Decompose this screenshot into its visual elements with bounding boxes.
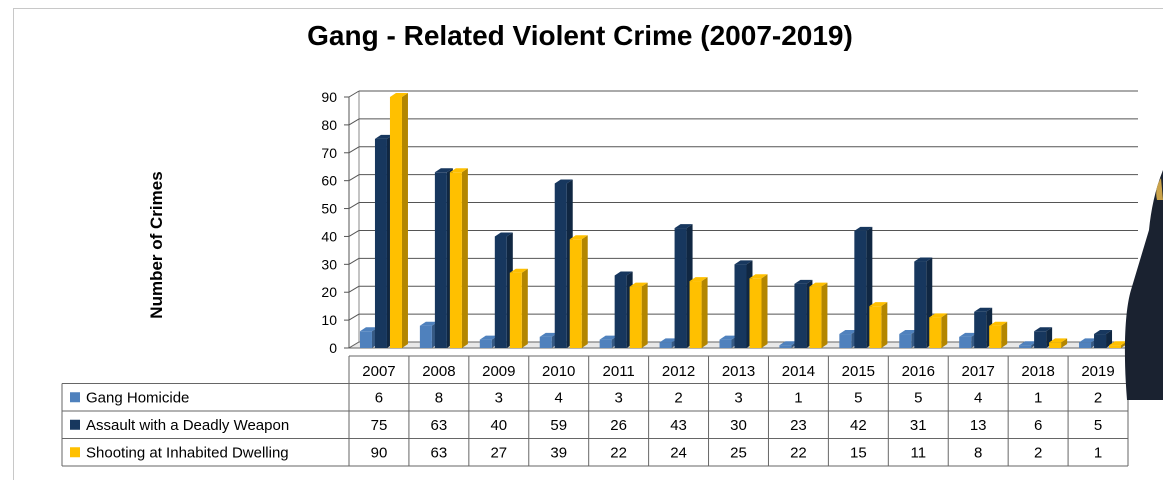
x-tick-label: 2008	[422, 363, 455, 380]
table-cell: 4	[555, 389, 563, 406]
bar-shooting-at-inhabited-dwelling-2016	[929, 313, 948, 348]
table-cell: 13	[970, 417, 987, 434]
table-cell: 63	[431, 417, 448, 434]
bar-shooting-at-inhabited-dwelling-2007	[389, 93, 408, 348]
bar-assault-with-a-deadly-weapon-2018	[1034, 327, 1053, 348]
table-cell: 90	[371, 444, 388, 461]
table-cell: 63	[431, 444, 448, 461]
y-tick-label: 40	[321, 228, 337, 244]
table-cell: 4	[974, 389, 982, 406]
table-cell: 2	[1094, 389, 1102, 406]
table-cell: 8	[974, 444, 982, 461]
x-tick-label: 2019	[1081, 363, 1114, 380]
gridline-depth	[348, 118, 360, 126]
legend-entry: Assault with a Deadly Weapon	[86, 417, 289, 434]
x-tick-label: 2016	[902, 363, 935, 380]
bar-shooting-at-inhabited-dwelling-2015	[869, 302, 888, 348]
y-tick-label: 50	[321, 201, 337, 217]
y-tick-label: 20	[321, 284, 337, 300]
table-cell: 25	[730, 444, 747, 461]
table-cell: 6	[1034, 417, 1042, 434]
table-cell: 30	[730, 417, 747, 434]
y-tick-labels: 0 10 20 30 40 50 60 70 80 90	[321, 89, 337, 356]
x-tick-label: 2011	[603, 363, 635, 380]
table-cell: 75	[371, 417, 388, 434]
table-cell: 24	[670, 444, 687, 461]
bar-assault-with-a-deadly-weapon-2015	[854, 226, 873, 348]
bar-shooting-at-inhabited-dwelling-2010	[569, 235, 588, 348]
table-cell: 26	[610, 417, 627, 434]
table-cell: 3	[495, 389, 503, 406]
table-cell: 27	[490, 444, 507, 461]
table-cell: 43	[670, 417, 687, 434]
y-tick-label: 90	[321, 89, 337, 105]
table-cell: 3	[734, 389, 742, 406]
y-tick-label: 0	[329, 340, 337, 356]
gridline-depth	[348, 230, 360, 237]
table-cell: 11	[910, 444, 926, 461]
bar-shooting-at-inhabited-dwelling-2018	[1049, 338, 1068, 348]
legend-swatch	[70, 419, 80, 430]
x-tick-label: 2014	[782, 363, 815, 380]
legend-swatch	[70, 447, 80, 458]
chart-frame	[13, 8, 1163, 480]
x-tick-label: 2010	[542, 363, 575, 380]
table-cell: 5	[914, 389, 922, 406]
bar-shooting-at-inhabited-dwelling-2017	[989, 321, 1008, 348]
chart-title: Gang - Related Violent Crime (2007-2019)	[307, 20, 853, 51]
data-table: 2007 2008 2009 2010 2011 2012 2013 2014 2015 2016…	[61, 355, 1129, 467]
bar-shooting-at-inhabited-dwelling-2012	[689, 277, 708, 348]
table-cell: 59	[550, 417, 567, 434]
gridline-depth	[348, 285, 360, 293]
partial-photo	[1124, 170, 1163, 400]
bar-shooting-at-inhabited-dwelling-2014	[809, 282, 828, 348]
x-tick-label: 2017	[962, 363, 995, 380]
table-cell: 6	[375, 389, 383, 406]
bars	[359, 93, 1128, 348]
legend-entry: Gang Homicide	[86, 389, 189, 406]
gridline-depth	[348, 90, 360, 98]
x-tick-label: 2012	[662, 363, 695, 380]
table-cell: 5	[1094, 417, 1102, 434]
table-cell: 3	[614, 389, 622, 406]
y-tick-label: 80	[321, 117, 337, 133]
table-cell: 2	[1034, 444, 1042, 461]
table-cell: 42	[850, 417, 867, 434]
table-cell: 39	[550, 444, 567, 461]
x-tick-label: 2007	[362, 363, 395, 380]
bar-shooting-at-inhabited-dwelling-2013	[749, 274, 768, 348]
bar-shooting-at-inhabited-dwelling-2008	[449, 168, 468, 348]
legend-entry: Shooting at Inhabited Dwelling	[86, 444, 289, 461]
x-tick-label: 2013	[722, 363, 755, 380]
x-tick-label: 2015	[842, 363, 875, 380]
y-tick-label: 70	[321, 145, 337, 161]
table-cell: 31	[910, 417, 927, 434]
table-cell: 22	[790, 444, 807, 461]
gridline-depth	[348, 202, 360, 209]
table-cell: 15	[850, 444, 867, 461]
table-cell: 22	[610, 444, 627, 461]
gridline-depth	[348, 146, 360, 154]
gridline-depth	[348, 174, 360, 182]
y-tick-label: 10	[321, 312, 337, 328]
table-cell: 8	[435, 389, 443, 406]
bar-shooting-at-inhabited-dwelling-2011	[629, 282, 648, 348]
table-cell: 40	[490, 417, 507, 434]
gridline-depth	[348, 313, 360, 321]
table-cell: 23	[790, 417, 807, 434]
bar-shooting-at-inhabited-dwelling-2009	[509, 268, 528, 348]
gridline-depth	[348, 257, 360, 265]
table-cell: 1	[1094, 444, 1102, 461]
bar-assault-with-a-deadly-weapon-2019	[1094, 330, 1113, 348]
table-cell: 5	[854, 389, 862, 406]
legend-swatch	[70, 392, 80, 403]
x-tick-label: 2018	[1021, 363, 1054, 380]
y-tick-label: 30	[321, 256, 337, 272]
table-cell: 1	[1034, 389, 1042, 406]
x-tick-label: 2009	[482, 363, 515, 380]
y-tick-label: 60	[321, 173, 337, 189]
table-cell: 1	[794, 389, 802, 406]
table-cell: 2	[674, 389, 682, 406]
